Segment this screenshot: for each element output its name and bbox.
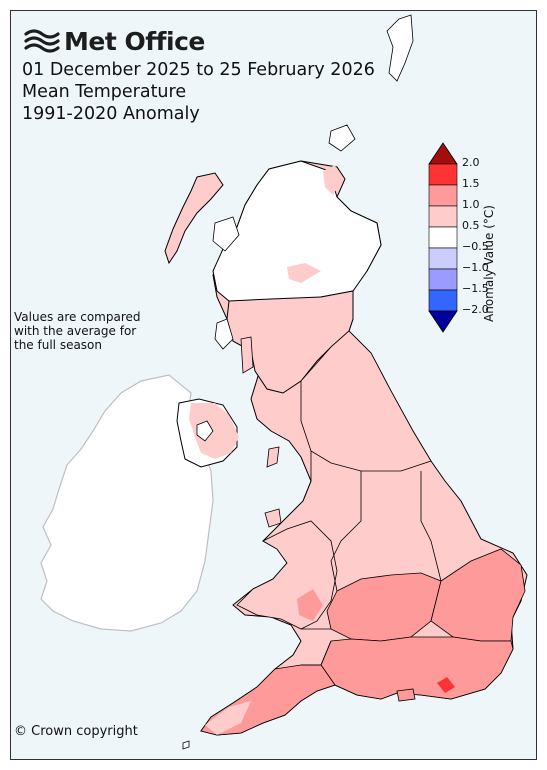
islay-jura bbox=[214, 318, 234, 350]
legend-tick-label: −1.0 bbox=[462, 261, 489, 274]
skye bbox=[212, 216, 240, 252]
met-office-wordmark: Met Office bbox=[64, 26, 205, 56]
northern-ireland-warm-patch bbox=[189, 403, 239, 459]
outer-hebrides bbox=[164, 172, 224, 265]
midlands bbox=[326, 572, 442, 642]
note-line: the full season bbox=[14, 338, 103, 352]
legend-bin-1.5-2.0 bbox=[428, 163, 458, 186]
orkney bbox=[328, 124, 356, 152]
north-scotland-warm-patch bbox=[287, 263, 321, 283]
legend-bin-below-min bbox=[428, 310, 458, 333]
note-line: with the average for bbox=[14, 324, 137, 338]
wales-warm-patch bbox=[297, 589, 323, 621]
cornwall-cool-strip bbox=[205, 701, 251, 735]
legend-bin-neutral bbox=[428, 226, 458, 249]
legend-tick-label: −2.0 bbox=[462, 303, 489, 316]
comparison-note: Values are compared with the average for… bbox=[14, 310, 141, 352]
arran-kintyre bbox=[240, 336, 254, 374]
legend-axis-title: Anomaly Value (°C) bbox=[482, 205, 496, 322]
region-boundaries bbox=[301, 451, 442, 666]
variable-title: Mean Temperature bbox=[22, 82, 187, 102]
southern-england bbox=[320, 636, 514, 700]
isle-of-man bbox=[266, 446, 280, 468]
anomaly-legend-colorbar bbox=[428, 142, 458, 333]
met-office-wave-icon bbox=[24, 29, 60, 53]
south-coast-hot-patch bbox=[437, 677, 455, 693]
legend-bin-neg1.5-neg2.0 bbox=[428, 289, 458, 312]
copyright-notice: © Crown copyright bbox=[14, 724, 138, 739]
anglesey bbox=[264, 508, 282, 528]
legend-bin-1.0-1.5 bbox=[428, 184, 458, 207]
legend-tick-label: 0.5 bbox=[462, 219, 480, 232]
period-title: 01 December 2025 to 25 February 2026 bbox=[22, 60, 375, 80]
baseline-title: 1991-2020 Anomaly bbox=[22, 104, 200, 124]
scilly-isles bbox=[182, 740, 190, 750]
caithness-warm-patch bbox=[323, 165, 341, 195]
legend-tick-label: 2.0 bbox=[462, 156, 480, 169]
met-office-logo: Met Office bbox=[22, 26, 205, 56]
legend-tick-label: 1.5 bbox=[462, 177, 480, 190]
legend-bin-neg0.5-neg1.0 bbox=[428, 247, 458, 270]
note-line: Values are compared bbox=[14, 310, 141, 324]
isle-of-wight bbox=[396, 688, 416, 702]
legend-tick-label: −0.5 bbox=[462, 240, 489, 253]
map-frame bbox=[10, 10, 537, 760]
legend-tick-label: 1.0 bbox=[462, 198, 480, 211]
legend-bin-above-max bbox=[428, 142, 458, 165]
uk-temperature-anomaly-map bbox=[40, 14, 528, 750]
legend-bin-0.5-1.0 bbox=[428, 205, 458, 228]
lough-neagh bbox=[196, 420, 214, 442]
east-anglia bbox=[430, 548, 526, 642]
legend-tick-label: −1.5 bbox=[462, 282, 489, 295]
shetland bbox=[386, 14, 414, 82]
legend-bin-neg1.0-neg1.5 bbox=[428, 268, 458, 291]
